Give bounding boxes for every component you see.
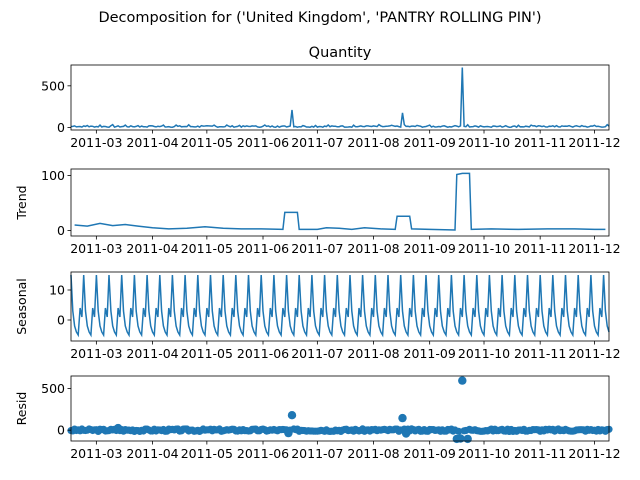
x-tick-label: 2011-05 bbox=[181, 446, 233, 461]
resid-outlier-point bbox=[398, 413, 407, 423]
y-tick-label: 10 bbox=[49, 283, 65, 298]
x-tick-label: 2011-11 bbox=[514, 446, 566, 461]
y-tick-label: 500 bbox=[41, 78, 65, 93]
x-tick-label: 2011-04 bbox=[126, 446, 178, 461]
x-tick-label: 2011-10 bbox=[458, 241, 510, 256]
y-tick-label: 0 bbox=[57, 313, 65, 328]
y-tick-label: 0 bbox=[57, 120, 65, 135]
x-tick-label: 2011-11 bbox=[514, 241, 566, 256]
x-tick-label: 2011-03 bbox=[70, 135, 122, 150]
x-tick-label: 2011-11 bbox=[514, 135, 566, 150]
y-tick-label: 0 bbox=[57, 223, 65, 238]
x-tick-label: 2011-05 bbox=[181, 346, 233, 361]
x-tick-label: 2011-10 bbox=[458, 346, 510, 361]
x-tick-label: 2011-06 bbox=[237, 446, 289, 461]
panel-quantity-frame bbox=[70, 64, 610, 131]
figure-title: Decomposition for ('United Kingdom', 'PA… bbox=[98, 10, 541, 26]
x-tick-label: 2011-07 bbox=[291, 135, 343, 150]
x-tick-label: 2011-12 bbox=[568, 135, 620, 150]
y-axis-label: Resid bbox=[14, 392, 29, 426]
y-axis-label: Trend bbox=[14, 185, 29, 220]
x-tick-label: 2011-10 bbox=[458, 135, 510, 150]
x-tick-label: 2011-04 bbox=[126, 346, 178, 361]
resid-outlier-point bbox=[401, 429, 411, 438]
x-tick-label: 2011-06 bbox=[237, 135, 289, 150]
x-tick-label: 2011-12 bbox=[568, 241, 620, 256]
panel-seasonal-frame bbox=[70, 271, 610, 342]
x-tick-label: 2011-04 bbox=[126, 135, 178, 150]
panel-title: Quantity bbox=[309, 45, 372, 61]
resid-outlier-point bbox=[456, 434, 465, 443]
x-tick-label: 2011-08 bbox=[347, 241, 399, 256]
resid-outlier-point bbox=[113, 423, 123, 433]
x-tick-label: 2011-05 bbox=[181, 241, 233, 256]
x-tick-label: 2011-03 bbox=[70, 446, 122, 461]
x-tick-label: 2011-09 bbox=[404, 241, 456, 256]
y-tick-label: 0 bbox=[57, 423, 65, 438]
x-tick-label: 2011-03 bbox=[70, 241, 122, 256]
x-tick-label: 2011-04 bbox=[126, 241, 178, 256]
trend-series-line bbox=[74, 172, 606, 231]
x-tick-label: 2011-09 bbox=[404, 135, 456, 150]
panel-quantity: 0 500 2011-03 2011-04 2011-05 2011-06 2011-07 2… bbox=[41, 45, 620, 150]
x-tick-label: 2011-11 bbox=[514, 346, 566, 361]
x-tick-label: 2011-06 bbox=[237, 346, 289, 361]
x-tick-label: 2011-06 bbox=[237, 241, 289, 256]
panel-seasonal: 0 10 2011-03 2011-04 2011-05 2011-06 2011-07 20… bbox=[14, 271, 621, 361]
panel-trend: 0 100 2011-03 2011-04 2011-05 2011-06 2011-07 2… bbox=[14, 168, 621, 256]
panel-resid: 0 500 2011-03 2011-04 2011-05 2011-06 2011-07 2… bbox=[14, 375, 621, 461]
y-tick-label: 500 bbox=[41, 381, 65, 396]
resid-outlier-point bbox=[284, 428, 293, 438]
panel-resid-frame bbox=[70, 375, 610, 442]
resid-outlier-point bbox=[463, 434, 472, 444]
x-tick-label: 2011-08 bbox=[347, 135, 399, 150]
x-tick-label: 2011-09 bbox=[404, 346, 456, 361]
x-tick-label: 2011-07 bbox=[291, 346, 343, 361]
x-tick-label: 2011-03 bbox=[70, 346, 122, 361]
quantity-series-line bbox=[70, 67, 610, 129]
x-tick-label: 2011-07 bbox=[291, 446, 343, 461]
x-tick-label: 2011-09 bbox=[404, 446, 456, 461]
panel-trend-frame bbox=[70, 168, 610, 237]
x-tick-label: 2011-12 bbox=[568, 446, 620, 461]
x-tick-label: 2011-10 bbox=[458, 446, 510, 461]
y-tick-label: 100 bbox=[41, 168, 65, 183]
resid-outlier-point bbox=[287, 411, 297, 420]
y-axis-label: Seasonal bbox=[14, 278, 29, 335]
x-tick-label: 2011-08 bbox=[347, 446, 399, 461]
resid-point bbox=[455, 427, 463, 435]
resid-outlier-point bbox=[458, 376, 467, 385]
x-tick-label: 2011-08 bbox=[347, 346, 399, 361]
x-tick-label: 2011-05 bbox=[181, 135, 233, 150]
seasonal-series-line bbox=[70, 274, 610, 338]
x-tick-label: 2011-07 bbox=[291, 241, 343, 256]
x-tick-label: 2011-12 bbox=[568, 346, 620, 361]
